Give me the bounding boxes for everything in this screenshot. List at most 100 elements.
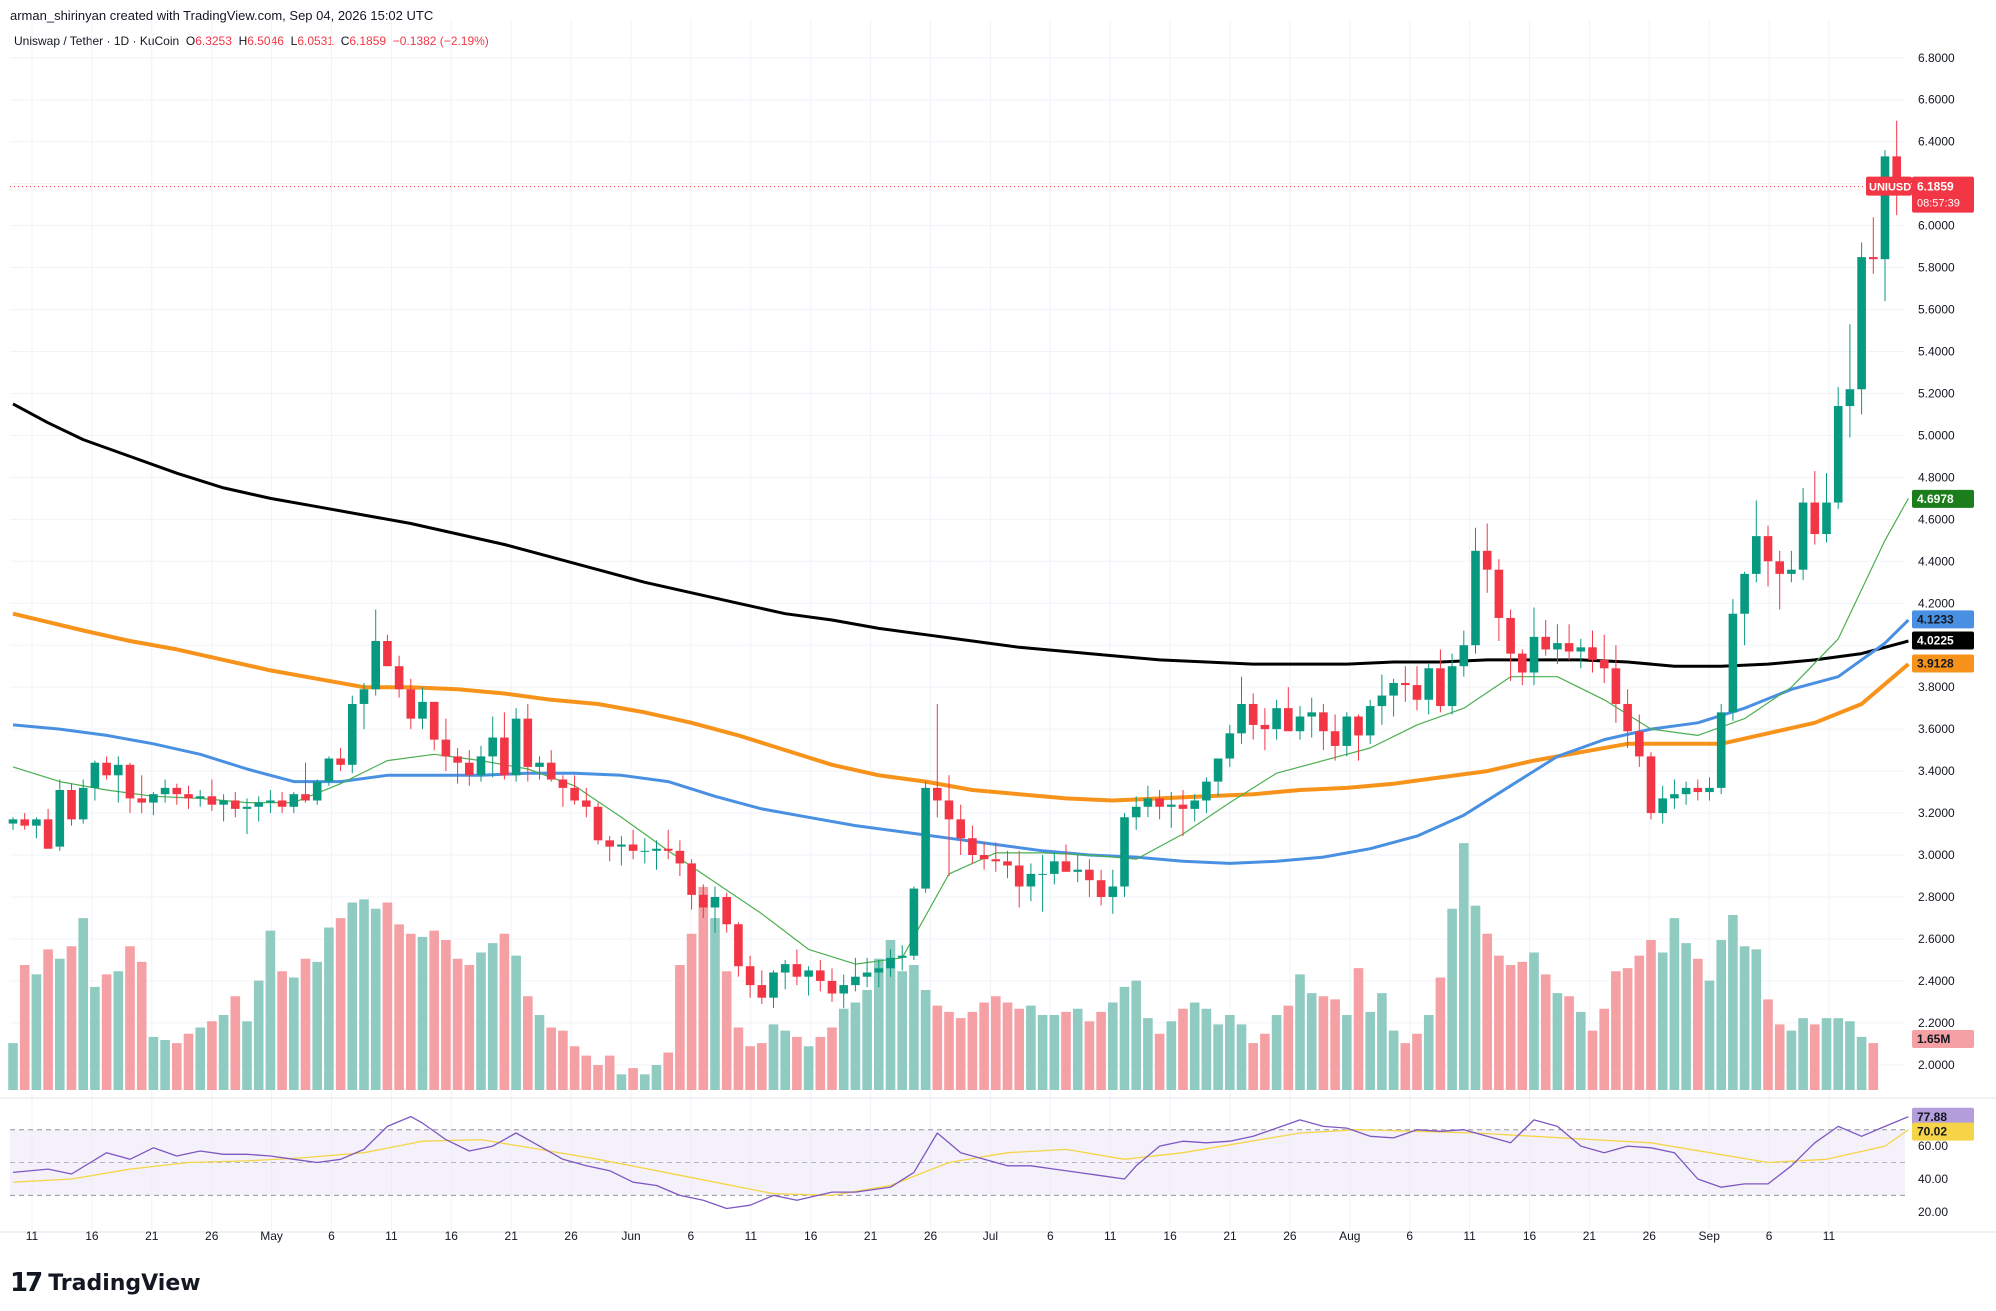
tradingview-logo[interactable]: 17 TradingView (10, 1268, 201, 1298)
candle-body (1447, 666, 1457, 707)
volume-bar (1154, 1033, 1165, 1090)
volume-bar (265, 930, 276, 1090)
ma-badge-ma50-bg (1912, 610, 1974, 629)
candle-body (617, 844, 626, 847)
candle-body (921, 787, 930, 889)
candle-body (757, 985, 767, 998)
price-tick-label: 2.6000 (1918, 932, 1955, 946)
volume-bar (441, 940, 451, 1090)
candle-body (359, 689, 369, 704)
candle-body (874, 968, 884, 973)
candle-body (687, 863, 696, 895)
volume-bar (183, 1033, 194, 1090)
candle-body (909, 888, 919, 956)
candle-body (289, 794, 299, 807)
rsi-ma-value-badge: 70.02 (1912, 1122, 1974, 1141)
volume-bar (1786, 1030, 1797, 1090)
price-tick-label: 5.2000 (1918, 386, 1955, 400)
candle-body (242, 806, 252, 809)
candle-body (1295, 716, 1305, 732)
volume-bar (604, 1055, 615, 1090)
candle-body (1869, 257, 1878, 260)
candle-body (394, 666, 404, 690)
volume-bar (55, 958, 65, 1090)
candle-body (1892, 156, 1901, 186)
candle-body (1553, 643, 1562, 650)
candle-body (20, 819, 29, 826)
price-tick-label: 5.8000 (1918, 261, 1955, 275)
candle-body (43, 819, 53, 849)
candle-body (441, 739, 451, 757)
candle-body (476, 756, 486, 776)
candle-body (266, 800, 275, 803)
candle-body (1740, 573, 1749, 614)
rsi-value-badge-bg (1912, 1107, 1974, 1126)
candle-body (488, 737, 497, 757)
price-tick-label: 2.8000 (1918, 890, 1955, 904)
rsi-tick-label: 60.00 (1918, 1139, 1948, 1153)
volume-bar (1716, 940, 1726, 1090)
candle-body (1436, 668, 1445, 707)
time-tick-label: 11 (385, 1229, 398, 1243)
candle-body (851, 976, 860, 986)
time-tick-label: Jun (621, 1229, 640, 1243)
candle-body (1073, 869, 1082, 872)
ma-badge-ma100-text: 3.9128 (1917, 657, 1954, 671)
candle-body (1155, 798, 1164, 807)
volume-bar (242, 1021, 252, 1090)
volume-bar (1459, 843, 1469, 1090)
volume-bar (101, 974, 112, 1090)
candle-body (1728, 613, 1738, 713)
candle-body (640, 850, 650, 852)
candles (8, 120, 1901, 1009)
volume-bar (300, 958, 311, 1090)
candle-body (137, 798, 146, 803)
volume-bar (1388, 1030, 1399, 1090)
volume-bar (1470, 905, 1481, 1090)
candle-body (734, 924, 743, 967)
candle-body (429, 701, 439, 740)
volume-bar (487, 943, 498, 1090)
volume-bar (569, 1046, 580, 1090)
volume-bar (1189, 1002, 1200, 1090)
time-tick-label: 21 (864, 1229, 878, 1243)
volume-bar (1166, 1021, 1177, 1090)
rsi-ma-value-badge-text: 70.02 (1917, 1125, 1947, 1139)
candle-body (301, 794, 310, 801)
candle-body (1623, 703, 1632, 732)
volume-bar (546, 1027, 556, 1090)
volume-bar (277, 971, 287, 1090)
volume-bar (78, 918, 88, 1090)
volume-bar (979, 1002, 989, 1090)
time-tick-label: 21 (505, 1229, 519, 1243)
candle-body (745, 966, 755, 986)
price-tick-label: 6.0000 (1918, 219, 1955, 233)
volume-bar (1657, 952, 1668, 1090)
candle-body (1599, 659, 1609, 669)
low-value: 6.0531 (297, 34, 335, 48)
volume-bar (452, 958, 463, 1090)
volume-bar (125, 946, 135, 1090)
volume-bar (1400, 1043, 1411, 1090)
candle-body (558, 779, 568, 788)
rsi-line (12, 1115, 1909, 1210)
candle-body (1611, 668, 1621, 704)
candle-body (1529, 636, 1539, 673)
volume-bar (218, 1015, 229, 1090)
candle-body (1108, 886, 1118, 897)
symbol-tag-bg (1866, 176, 1912, 196)
rsi-value-badge-text: 77.88 (1917, 1110, 1947, 1124)
time-tick-label: 16 (804, 1229, 818, 1243)
price-tick-label: 6.8000 (1918, 51, 1955, 65)
volume-bar (1330, 999, 1340, 1090)
last-price-badge: UNIUSDT 6.1859 08:57:39 (1866, 176, 1974, 213)
last-price-value: 6.1859 (1917, 180, 1954, 194)
volume-bar (1178, 1008, 1188, 1090)
candle-body (1833, 406, 1843, 503)
volume-bar (640, 1074, 650, 1090)
volume-bar (511, 955, 521, 1090)
volume-bar (675, 965, 685, 1090)
volume-bar (955, 1018, 966, 1090)
volume-bar (335, 918, 346, 1090)
